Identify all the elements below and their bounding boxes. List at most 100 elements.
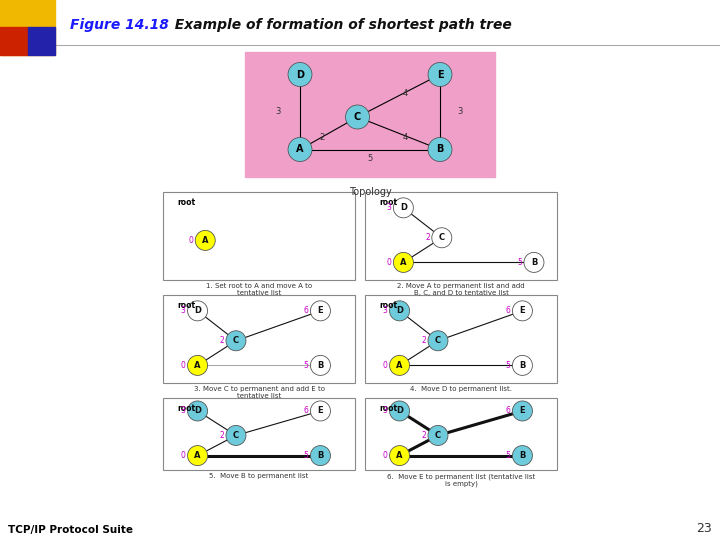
Circle shape	[346, 105, 369, 129]
Circle shape	[226, 331, 246, 351]
Text: A: A	[194, 361, 201, 370]
Text: B: B	[318, 361, 323, 370]
Text: 6: 6	[304, 306, 308, 315]
Circle shape	[513, 301, 533, 321]
Text: E: E	[318, 306, 323, 315]
Text: Example of formation of shortest path tree: Example of formation of shortest path tr…	[165, 18, 512, 32]
Text: 3: 3	[387, 204, 392, 212]
Text: 6: 6	[505, 407, 510, 415]
Circle shape	[513, 401, 533, 421]
Circle shape	[428, 331, 448, 351]
Bar	[365, 295, 557, 383]
Circle shape	[513, 446, 533, 465]
Bar	[28, 27, 55, 55]
Circle shape	[524, 252, 544, 272]
Text: A: A	[396, 451, 402, 460]
Text: C: C	[354, 112, 361, 122]
Text: B: B	[318, 451, 323, 460]
Text: 3: 3	[383, 306, 387, 315]
Circle shape	[226, 426, 246, 446]
Circle shape	[195, 231, 215, 251]
Text: 5: 5	[505, 451, 510, 460]
Circle shape	[513, 355, 533, 375]
Bar	[163, 398, 355, 470]
Text: D: D	[396, 306, 403, 315]
Text: 5: 5	[304, 451, 308, 460]
Text: root: root	[177, 198, 195, 207]
Text: C: C	[233, 336, 239, 345]
Bar	[245, 52, 495, 177]
Text: root: root	[177, 404, 195, 413]
Text: D: D	[296, 70, 304, 79]
Circle shape	[390, 446, 410, 465]
Text: C: C	[435, 431, 441, 440]
Text: A: A	[194, 451, 201, 460]
Bar	[365, 398, 557, 470]
Circle shape	[187, 301, 207, 321]
Text: 0: 0	[387, 258, 392, 267]
Text: 3: 3	[181, 407, 186, 415]
Text: B: B	[531, 258, 537, 267]
Text: 2: 2	[320, 132, 325, 141]
Text: 6.  Move E to permanent list (tentative list
is empty): 6. Move E to permanent list (tentative l…	[387, 473, 535, 487]
Text: A: A	[400, 258, 407, 267]
Text: 0: 0	[181, 451, 186, 460]
Text: 1. Set root to A and move A to
tentative list: 1. Set root to A and move A to tentative…	[206, 283, 312, 296]
Text: A: A	[296, 145, 304, 154]
Text: 3: 3	[275, 107, 280, 117]
Circle shape	[288, 63, 312, 86]
Text: 5: 5	[304, 361, 308, 370]
Text: 0: 0	[189, 236, 193, 245]
Text: 0: 0	[383, 361, 387, 370]
Text: 2: 2	[421, 336, 426, 345]
Text: A: A	[202, 236, 209, 245]
Text: 5: 5	[367, 154, 373, 163]
Circle shape	[310, 401, 330, 421]
Text: E: E	[318, 407, 323, 415]
Text: D: D	[396, 407, 403, 415]
Text: 0: 0	[383, 451, 387, 460]
Text: root: root	[177, 301, 195, 310]
Text: E: E	[437, 70, 444, 79]
Circle shape	[390, 301, 410, 321]
Circle shape	[428, 138, 452, 161]
Circle shape	[390, 355, 410, 375]
Text: 2: 2	[425, 233, 430, 242]
Text: E: E	[520, 407, 526, 415]
Text: 3: 3	[383, 407, 387, 415]
Text: 5: 5	[517, 258, 522, 267]
Text: D: D	[194, 306, 201, 315]
Circle shape	[187, 401, 207, 421]
Text: 3: 3	[457, 107, 463, 117]
Text: B: B	[436, 145, 444, 154]
Circle shape	[393, 198, 413, 218]
Text: A: A	[396, 361, 402, 370]
Text: 6: 6	[304, 407, 308, 415]
Text: B: B	[519, 361, 526, 370]
Bar	[163, 295, 355, 383]
Text: 2: 2	[421, 431, 426, 440]
Circle shape	[310, 301, 330, 321]
Text: E: E	[520, 306, 526, 315]
Bar	[0, 0, 55, 55]
Text: 2. Move A to permanent list and add
B, C, and D to tentative list: 2. Move A to permanent list and add B, C…	[397, 283, 525, 296]
Circle shape	[428, 63, 452, 86]
Text: 2: 2	[219, 336, 224, 345]
Text: 3. Move C to permanent and add E to
tentative list: 3. Move C to permanent and add E to tent…	[194, 386, 325, 399]
Text: B: B	[519, 451, 526, 460]
Text: 5.  Move B to permanent list: 5. Move B to permanent list	[210, 473, 309, 479]
Text: 3: 3	[181, 306, 186, 315]
Text: 23: 23	[696, 522, 712, 535]
Circle shape	[393, 252, 413, 272]
Circle shape	[288, 138, 312, 161]
Circle shape	[310, 355, 330, 375]
Text: root: root	[379, 301, 397, 310]
Text: C: C	[438, 233, 445, 242]
Bar	[365, 192, 557, 280]
Circle shape	[432, 228, 452, 248]
Text: root: root	[379, 404, 397, 413]
Circle shape	[428, 426, 448, 446]
Circle shape	[187, 355, 207, 375]
Text: D: D	[194, 407, 201, 415]
Text: 0: 0	[181, 361, 186, 370]
